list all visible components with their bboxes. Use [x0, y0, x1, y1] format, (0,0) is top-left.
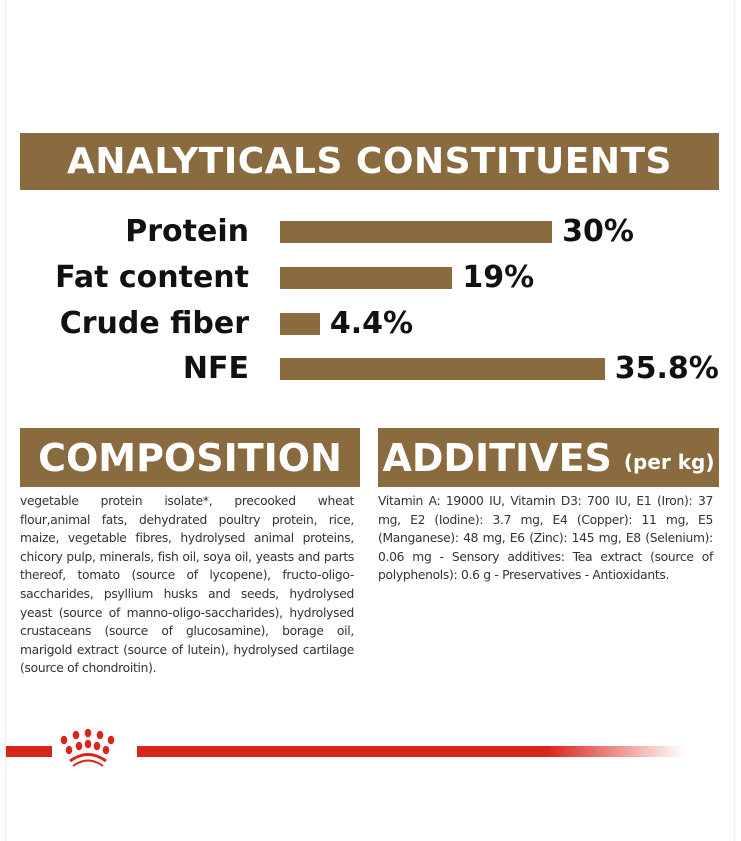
analytical-value: 19% — [462, 260, 535, 295]
analytical-label: Protein — [125, 214, 249, 249]
analytical-row: Fat content 19% — [0, 260, 741, 295]
analytical-value: 4.4% — [329, 306, 414, 341]
additives-title: ADDITIVES — [382, 435, 612, 480]
analytical-bar — [280, 358, 605, 380]
analytical-bar — [280, 313, 320, 335]
analyticals-header: ANALYTICALS CONSTITUENTS — [20, 133, 719, 190]
analytical-label: Crude fiber — [59, 306, 249, 341]
analytical-value: 30% — [562, 214, 634, 249]
analyticals-title: ANALYTICALS CONSTITUENTS — [67, 141, 672, 182]
analytical-row: Protein 30% — [0, 214, 741, 249]
additives-unit: (per kg) — [623, 449, 715, 474]
analytical-bar — [280, 221, 553, 243]
analytical-value: 35.8% — [614, 351, 719, 386]
composition-header: COMPOSITION — [20, 428, 360, 487]
additives-header: ADDITIVES (per kg) — [378, 428, 719, 487]
composition-title: COMPOSITION — [38, 435, 342, 480]
analytical-row: NFE 35.8% — [0, 351, 741, 386]
additives-text: Vitamin A: 19000 IU, Vitamin D3: 700 IU,… — [378, 494, 713, 583]
composition-text: vegetable protein isolate*, precooked wh… — [20, 494, 354, 676]
footer-line-left — [6, 746, 52, 757]
royal-canin-crown-icon — [60, 728, 115, 767]
footer-line-right — [137, 746, 685, 757]
analytical-label: Fat content — [55, 260, 249, 295]
analytical-label: NFE — [182, 351, 249, 386]
analytical-bar — [280, 267, 453, 289]
page-frame — [5, 0, 735, 841]
analytical-row: Crude fiber 4.4% — [0, 306, 741, 341]
